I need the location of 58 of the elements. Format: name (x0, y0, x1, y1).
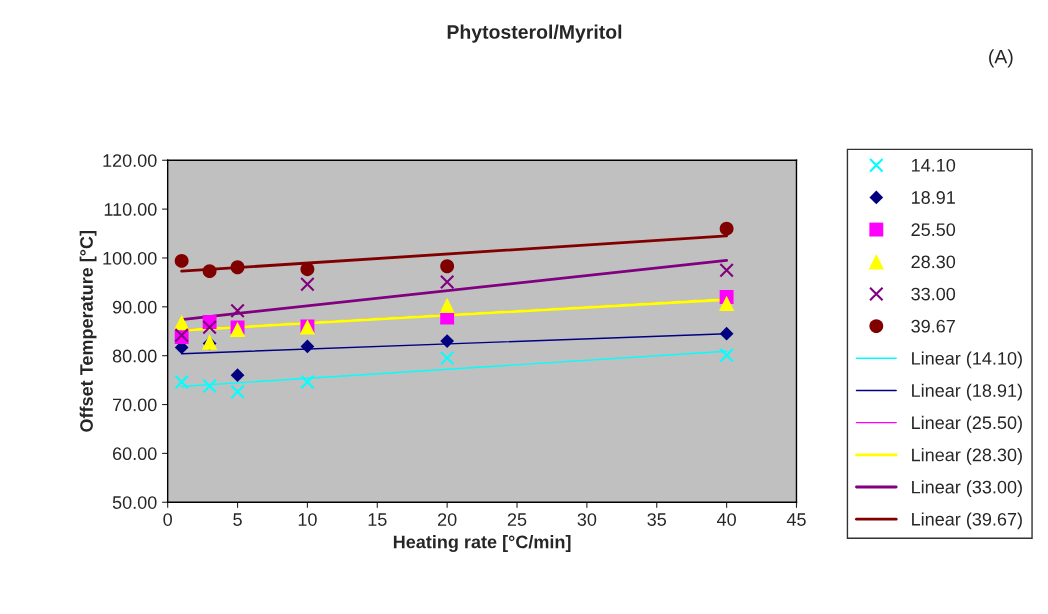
point (300, 339, 315, 354)
point (202, 264, 217, 279)
legend-label: 14.10 (912, 158, 956, 172)
point (230, 384, 245, 400)
legend-label: 25.50 (911, 223, 956, 237)
legend-label: 33.00 (911, 287, 956, 301)
x-tick-label: 15 (368, 513, 387, 526)
legend-label: Linear (39.67) (912, 512, 1022, 530)
point (230, 303, 245, 319)
y-tick-label: 60.00 (113, 447, 157, 461)
x-tick-label: 35 (647, 513, 667, 526)
legend-label: 18.91 (912, 191, 955, 204)
point (300, 262, 315, 277)
legend-label: Linear (25.50) (912, 415, 1022, 433)
y-tick-label: 80.00 (112, 349, 157, 363)
text: (A) (989, 49, 1013, 68)
y-axis-title: Offset Temperature [°C] (79, 231, 97, 432)
point (439, 274, 455, 290)
point (202, 320, 217, 335)
x-tick-label: 5 (233, 513, 242, 526)
point (440, 259, 455, 274)
point (439, 297, 455, 313)
y-tick-label: 50.00 (112, 496, 157, 509)
point (174, 314, 190, 331)
legend-label: 39.67 (911, 319, 955, 333)
point (719, 221, 734, 236)
x-tick-label: 10 (298, 513, 317, 526)
point (300, 277, 315, 292)
legend-label: Linear (18.91) (912, 383, 1022, 401)
point (718, 295, 735, 312)
y-tick-label: 110.00 (104, 203, 157, 216)
point (174, 374, 189, 390)
point (300, 374, 315, 390)
point (230, 260, 245, 275)
legend-label: Linear (14.10) (912, 351, 1022, 369)
point (439, 350, 455, 366)
x-tick-label: 0 (163, 513, 172, 526)
y-tick-label: 70.00 (113, 398, 157, 412)
y-tick-label: 100.00 (103, 251, 157, 265)
legend-label: 28.30 (911, 255, 956, 269)
point (719, 326, 734, 341)
x-tick-label: 25 (507, 513, 527, 526)
legend-label: Linear (33.00) (912, 480, 1022, 498)
point (174, 253, 189, 268)
legend-label: Linear (28.30) (912, 448, 1022, 465)
x-tick-label: 20 (438, 513, 457, 526)
point (719, 262, 734, 278)
point (202, 378, 217, 394)
y-tick-label: 120.00 (103, 154, 157, 167)
point (719, 347, 734, 363)
point (440, 334, 455, 348)
x-tick-label: 45 (786, 513, 806, 526)
x-axis-title: Heating rate [°C/min] (393, 535, 571, 552)
x-tick-label: 30 (577, 513, 597, 526)
chart-title: Phytosterol/Myritol (447, 24, 622, 43)
point (230, 368, 245, 383)
x-tick-label: 40 (716, 513, 736, 526)
y-tick-label: 90.00 (112, 300, 157, 314)
